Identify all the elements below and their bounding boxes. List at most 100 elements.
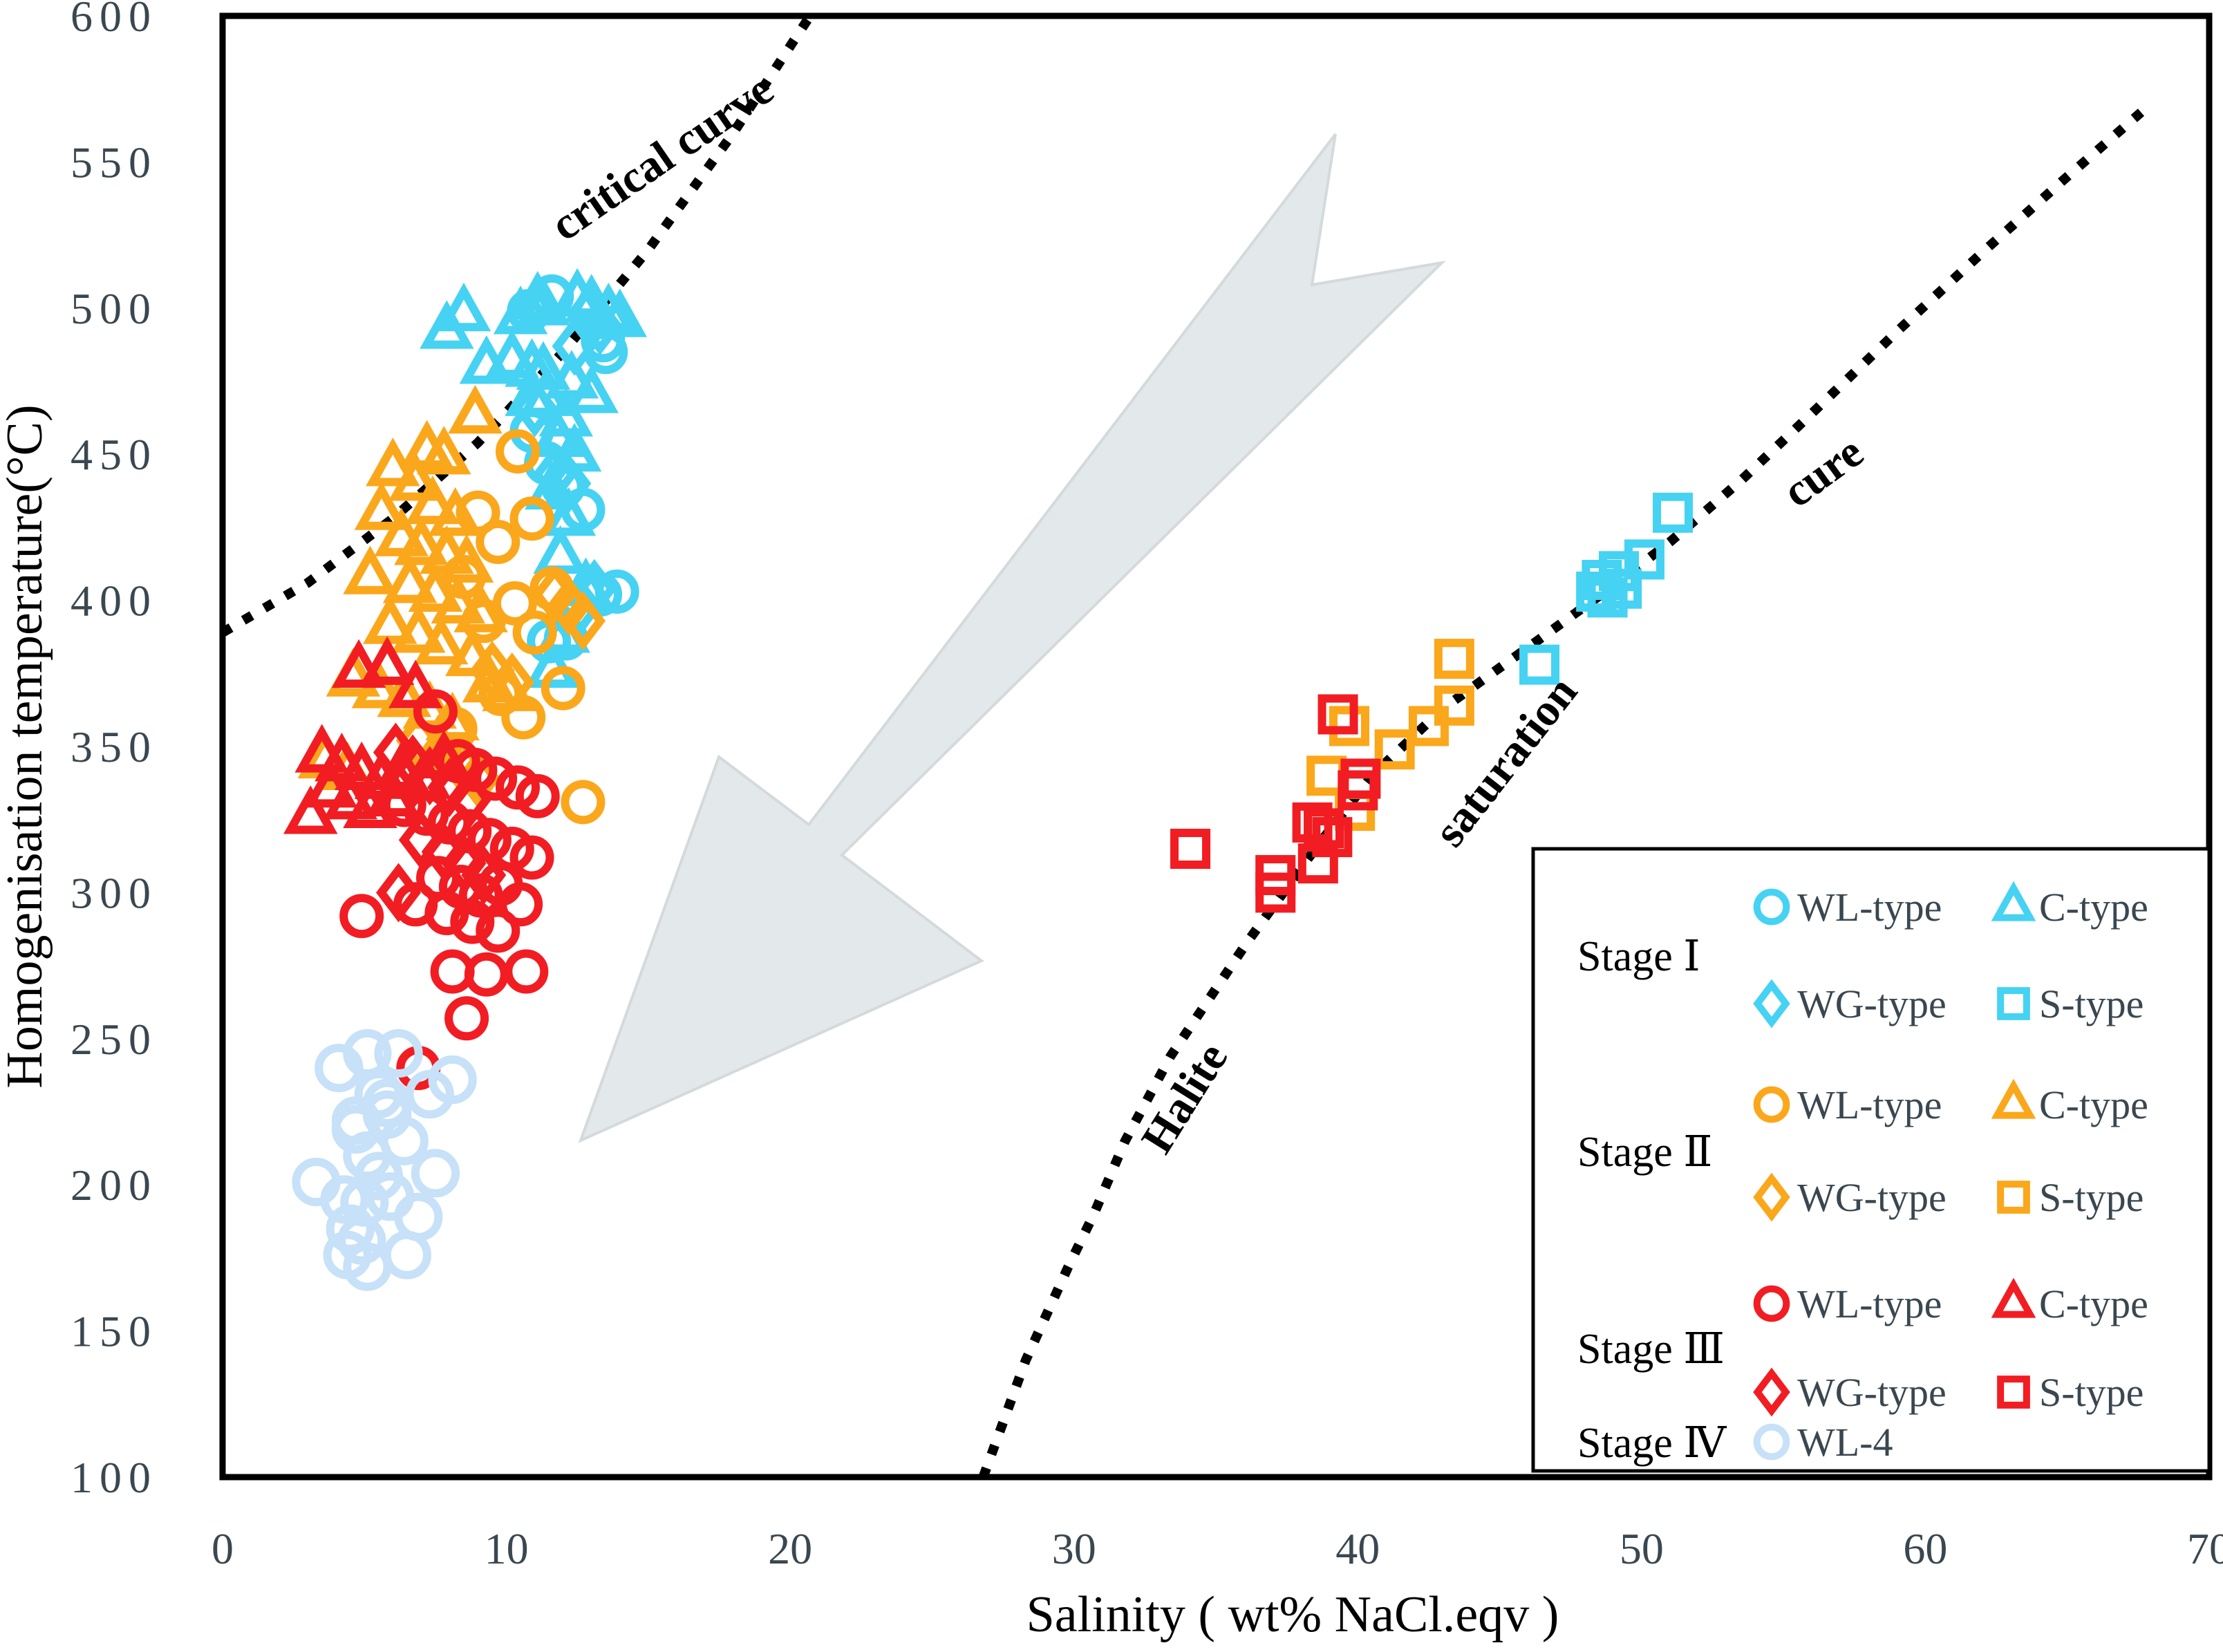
diamond-marker <box>1753 1367 1790 1417</box>
circle-marker <box>337 1216 386 1265</box>
data-point-stage-iv-wl-4 <box>326 1204 375 1253</box>
diamond-marker <box>552 316 597 376</box>
circle-marker <box>1753 1423 1790 1461</box>
square-marker <box>1312 817 1353 858</box>
square-marker <box>1624 539 1664 580</box>
data-point-stage-iv-wl-4 <box>411 1149 460 1198</box>
data-point-stage-ii-c-type <box>366 438 420 487</box>
square-marker <box>1408 706 1449 747</box>
data-point-stage-ii-s-type <box>1434 685 1474 726</box>
triangle-marker <box>448 384 503 434</box>
data-point-stage-iv-wl-4 <box>320 1175 369 1224</box>
diamond-marker <box>376 863 422 923</box>
legend-marker-s-type <box>1997 1376 2030 1409</box>
square-marker <box>1997 1181 2030 1214</box>
data-point-stage-ii-wl-type <box>495 429 540 473</box>
data-point-stage-i-wg-type <box>512 377 558 438</box>
data-point-stage-iii-wl-type <box>515 773 560 818</box>
triangle-marker <box>354 481 409 530</box>
circle-marker <box>411 1149 460 1198</box>
triangle-marker <box>391 604 446 653</box>
square-marker <box>1255 872 1296 913</box>
legend-marker-c-type <box>1991 881 2036 921</box>
square-marker <box>1306 755 1347 796</box>
data-point-stage-ii-c-type <box>405 475 460 525</box>
circle-marker <box>541 666 585 711</box>
data-point-stage-ii-s-type <box>1408 706 1449 747</box>
square-marker <box>1329 706 1369 747</box>
data-point-stage-i-c-type <box>516 276 571 326</box>
data-point-stage-iii-wg-type <box>426 758 472 818</box>
square-marker <box>1338 770 1378 811</box>
legend-item-label: C-type <box>2039 1082 2148 1127</box>
triangle-marker <box>366 767 420 817</box>
triangle-marker <box>408 563 463 612</box>
circle-marker <box>561 780 606 825</box>
y-tick-label: 200 <box>71 1161 158 1210</box>
triangle-marker <box>453 583 508 632</box>
data-point-stage-ii-c-type <box>448 384 503 434</box>
circle-marker <box>504 949 549 994</box>
data-point-stage-iv-wl-4 <box>374 1029 423 1078</box>
data-point-stage-iii-wl-type <box>413 689 458 734</box>
data-point-stage-iii-c-type <box>388 659 443 708</box>
data-point-stage-iii-wg-type <box>376 863 422 923</box>
x-tick-label: 70 <box>2187 1524 2223 1573</box>
diamond-marker <box>469 641 515 701</box>
triangle-marker <box>388 659 443 708</box>
legend-item-label: WG-type <box>1797 1370 1947 1415</box>
square-marker <box>1374 729 1415 770</box>
data-point-stage-ii-wg-type <box>469 641 515 701</box>
legend-stage-label: Stage Ⅱ <box>1577 1129 1712 1176</box>
data-point-stage-iv-wl-4 <box>428 1055 477 1105</box>
x-tick-label: 30 <box>1052 1524 1096 1573</box>
data-point-stage-ii-wl-type <box>476 520 520 565</box>
circle-marker <box>1753 1285 1790 1322</box>
saturation-word-label: saturation <box>1424 667 1587 856</box>
circle-marker <box>473 756 518 801</box>
circle-marker <box>476 520 520 565</box>
data-point-stage-iii-wl-type <box>424 890 469 935</box>
data-point-stage-i-wg-type <box>577 296 623 356</box>
legend-marker-wl-type <box>1753 1285 1790 1322</box>
diamond-marker <box>1753 1172 1790 1222</box>
y-tick-label: 500 <box>71 284 158 333</box>
data-point-stage-ii-c-type <box>408 563 463 612</box>
data-point-stage-i-c-type <box>541 487 597 536</box>
data-point-stage-i-s-type <box>1576 571 1617 612</box>
square-marker <box>1653 492 1694 533</box>
x-tick-label: 50 <box>1620 1524 1664 1573</box>
data-point-stage-ii-wg-type <box>560 591 606 651</box>
triangle-marker <box>382 554 438 603</box>
legend-marker-wg-type <box>1753 979 1790 1029</box>
legend-stage-label: Stage Ⅰ <box>1577 933 1700 980</box>
data-point-stage-iii-wg-type <box>421 822 467 882</box>
data-point-stage-i-c-type <box>544 350 599 399</box>
y-tick-label: 400 <box>71 576 158 626</box>
circle-marker <box>1753 1086 1790 1123</box>
triangle-marker <box>413 615 469 665</box>
legend-marker-wl-type <box>1753 888 1790 926</box>
triangle-marker <box>1991 1078 2036 1119</box>
triangle-marker <box>283 785 338 834</box>
legend-item-label: S-type <box>2039 1370 2144 1415</box>
data-point-stage-ii-c-type <box>439 534 494 583</box>
diamond-marker <box>407 746 453 806</box>
triangle-marker <box>425 691 480 741</box>
data-point-stage-ii-c-type <box>425 691 480 741</box>
circle-marker <box>413 689 458 734</box>
circle-marker <box>428 1055 477 1105</box>
data-point-stage-ii-c-type <box>428 487 482 536</box>
trend-arrow <box>578 133 1446 1143</box>
square-marker <box>1434 685 1474 726</box>
data-point-stage-iii-wl-type <box>504 949 549 994</box>
triangle-marker <box>359 636 415 685</box>
y-axis-title: Homogenisation temperature(°C) <box>0 404 53 1088</box>
plot-border <box>219 12 2213 1481</box>
square-marker <box>1304 808 1344 849</box>
data-points-layer <box>283 267 1694 1291</box>
legend: Stage Ⅰ WL-type C-type WG-type S-type Stage Ⅱ… <box>1531 847 2211 1473</box>
diamond-marker <box>1753 979 1790 1029</box>
y-tick-label: 300 <box>71 868 158 917</box>
data-point-stage-ii-s-type <box>1329 706 1369 747</box>
